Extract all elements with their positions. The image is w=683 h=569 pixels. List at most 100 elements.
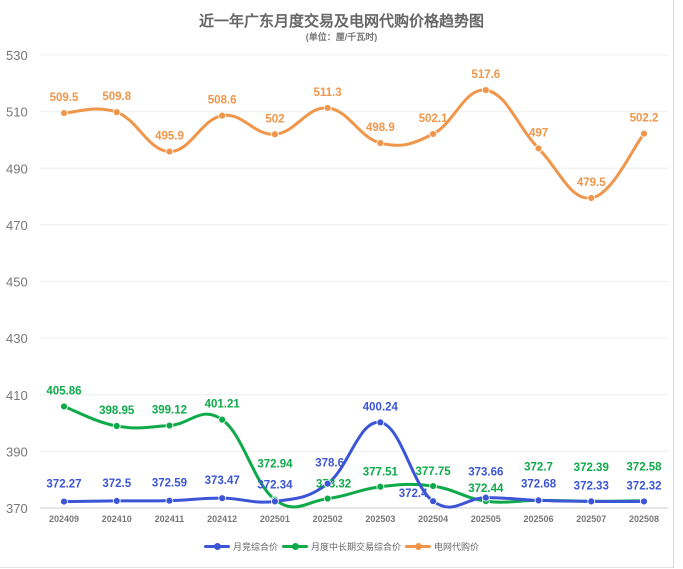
y-tick-label: 510 (6, 105, 28, 120)
data-point (376, 139, 385, 147)
x-tick-label: 202505 (471, 514, 501, 524)
legend-label: 月度中长期交易综合价 (310, 542, 401, 552)
data-label: 372.59 (152, 478, 187, 490)
data-label: 373.66 (468, 467, 503, 479)
data-label: 372.34 (257, 479, 293, 491)
data-point (165, 421, 174, 430)
legend-item[interactable]: 电网代购价 (405, 540, 479, 553)
data-label: 400.24 (363, 401, 399, 413)
data-point (481, 86, 490, 95)
data-point (429, 130, 437, 138)
data-label: 509.8 (102, 91, 131, 103)
data-point (218, 415, 227, 424)
x-tick-label: 202410 (102, 514, 132, 524)
data-point (323, 479, 332, 488)
data-point (481, 493, 490, 502)
y-tick-label: 410 (6, 388, 28, 403)
legend-label: 电网代购价 (434, 542, 480, 552)
y-tick-label: 370 (6, 501, 28, 516)
data-label: 372.32 (626, 480, 661, 492)
data-label: 401.21 (205, 399, 241, 411)
y-tick-label: 470 (6, 218, 28, 233)
data-label: 502.2 (630, 113, 659, 125)
data-point (112, 497, 121, 505)
data-label: 498.9 (366, 122, 395, 134)
data-label: 372.58 (626, 462, 662, 474)
legend-label: 月竞综合价 (232, 542, 278, 552)
series-line-2 (62, 404, 646, 509)
legend-marker-icon (405, 543, 431, 550)
data-label: 479.5 (577, 177, 606, 189)
legend-marker-icon (281, 543, 308, 550)
x-tick-label: 202506 (524, 514, 554, 524)
data-label: 405.86 (46, 385, 81, 397)
data-label: 502 (265, 113, 284, 125)
legend-marker-icon (203, 543, 230, 550)
data-label: 372.4 (399, 488, 428, 500)
x-tick-label: 202502 (313, 514, 343, 524)
y-tick-label: 530 (6, 48, 28, 63)
data-point (112, 108, 121, 117)
data-point (376, 482, 385, 491)
data-label: 495.9 (155, 131, 184, 143)
data-point (587, 497, 596, 506)
data-point (271, 130, 279, 139)
chart-subtitle: (单位：厘/千瓦时) (305, 32, 378, 42)
data-label: 372.33 (574, 480, 609, 492)
data-point (60, 402, 68, 411)
data-point (587, 194, 596, 202)
data-label: 398.95 (99, 405, 135, 417)
data-point (165, 496, 174, 505)
legend-item[interactable]: 月度中长期交易综合价 (281, 540, 401, 553)
data-label: 372.68 (521, 478, 557, 490)
data-point (271, 497, 279, 506)
data-label: 372.7 (524, 461, 553, 473)
x-tick-label: 202508 (629, 514, 659, 524)
legend-item[interactable]: 月竞综合价 (203, 540, 278, 553)
data-label: 372.5 (102, 478, 131, 490)
data-label: 399.12 (152, 405, 187, 417)
x-tick-label: 202504 (418, 514, 448, 524)
data-point (640, 129, 648, 138)
data-label: 517.6 (471, 69, 500, 81)
series-line-3 (62, 88, 646, 200)
data-point (218, 494, 227, 503)
data-label: 373.47 (205, 475, 240, 487)
data-point (60, 109, 68, 117)
chart-title: 近一年广东月度交易及电网代购价格趋势图 (198, 13, 484, 30)
data-point (60, 497, 68, 506)
data-label: 502.1 (419, 113, 448, 125)
series-line-1 (62, 420, 646, 509)
x-tick-label: 202411 (155, 514, 185, 524)
data-point (429, 482, 437, 490)
data-label: 508.6 (208, 95, 237, 107)
y-tick-label: 430 (6, 331, 28, 346)
data-label: 497 (529, 127, 548, 139)
x-tick-label: 202409 (49, 514, 79, 524)
x-tick-label: 202503 (365, 514, 395, 524)
data-label: 511.3 (314, 87, 342, 99)
data-label: 372.39 (574, 462, 609, 474)
data-point (534, 496, 543, 505)
data-point (323, 104, 332, 112)
data-point (534, 144, 543, 153)
data-label: 509.5 (50, 92, 79, 104)
data-point (218, 111, 227, 120)
y-tick-label: 490 (6, 161, 28, 176)
y-tick-label: 390 (6, 444, 28, 459)
data-point (112, 422, 121, 430)
data-point (376, 418, 385, 427)
x-tick-label: 202507 (576, 514, 606, 524)
data-label: 372.44 (468, 483, 504, 495)
y-tick-label: 450 (6, 275, 28, 290)
data-label: 372.94 (257, 459, 293, 471)
data-point (429, 497, 437, 506)
data-label: 377.75 (415, 466, 451, 478)
x-tick-label: 202501 (260, 514, 290, 524)
data-point (165, 147, 174, 156)
data-label: 373.32 (316, 479, 351, 491)
data-label: 372.27 (46, 479, 81, 491)
data-label: 378.6 (315, 458, 344, 470)
